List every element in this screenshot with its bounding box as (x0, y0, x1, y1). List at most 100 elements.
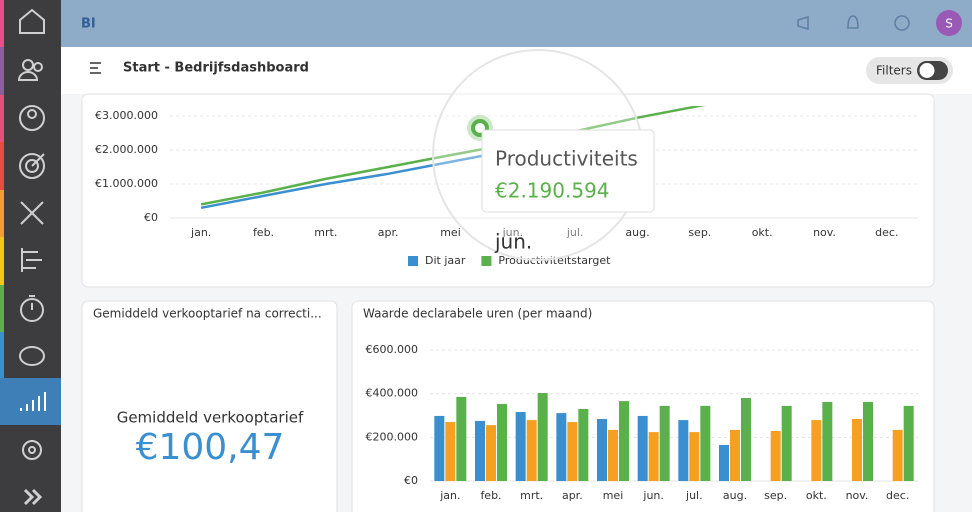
x-tick-label: feb. (480, 489, 501, 502)
users-icon[interactable] (17, 59, 43, 81)
y-tick-label: €400.000 (366, 387, 419, 400)
y-tick-label: €2.000.000 (95, 143, 158, 156)
active-item[interactable] (0, 378, 61, 425)
y-tick-label: €600.000 (366, 343, 419, 356)
toggle-knob (919, 63, 935, 78)
tooltip-title: Productiviteits (495, 147, 638, 171)
chart-icon[interactable] (20, 392, 46, 411)
y-tick-label: €3.000.000 (95, 109, 158, 122)
x-tick-label: mrt. (314, 226, 337, 239)
bar (678, 420, 689, 481)
top-bar (61, 0, 972, 47)
x-tick-label: mei (440, 226, 461, 239)
tooltip-category: jun. (494, 230, 532, 254)
bar (456, 396, 467, 481)
bar (475, 420, 485, 481)
x-tick-label: mei (603, 489, 624, 502)
y-tick-label: €1.000.000 (95, 177, 158, 190)
x-tick-label: nov. (846, 489, 869, 502)
home-icon[interactable] (19, 8, 45, 34)
line (200, 148, 514, 210)
x-tick-label: nov. (813, 226, 836, 239)
bar (770, 431, 781, 481)
bar (659, 405, 670, 481)
bar (497, 403, 507, 481)
bar (637, 415, 648, 481)
bar (567, 422, 578, 481)
y-tick-label: €0 (144, 211, 158, 224)
bar (434, 415, 445, 481)
x-tick-label: aug. (625, 226, 649, 239)
profile-icon[interactable] (19, 105, 45, 131)
settings-icon[interactable] (22, 440, 42, 460)
header (61, 47, 972, 94)
strip (0, 142, 4, 190)
x-tick-label: apr. (378, 226, 399, 239)
x-tick-label: dec. (886, 489, 909, 502)
x-tick-label: jun. (502, 226, 524, 239)
x-tick-label: dec. (875, 226, 898, 239)
bar (619, 401, 629, 481)
bar (537, 393, 548, 481)
y-tick-label: €200.000 (366, 430, 419, 443)
expand-icon[interactable] (23, 488, 43, 506)
x-tick-label: aug. (723, 489, 747, 502)
filters-label: Filters (876, 64, 912, 78)
target-icon[interactable] (19, 153, 45, 179)
tooltip-value: €2.190.594 (495, 179, 610, 203)
tooltip (481, 129, 655, 213)
piggy-icon[interactable] (19, 346, 45, 366)
strip (0, 95, 4, 142)
bar (719, 444, 729, 481)
y-tick-label: €0 (404, 474, 418, 487)
bar (863, 401, 873, 481)
legend-swatch (408, 256, 418, 266)
legend-swatch (481, 256, 492, 266)
kpi-value: €100,47 (136, 427, 285, 468)
bar (700, 405, 711, 481)
x-tick-label: jul. (685, 489, 703, 502)
strip (0, 332, 4, 378)
x-tick-label: jan. (439, 489, 460, 502)
announce-icon[interactable] (797, 15, 809, 31)
strip (0, 237, 4, 285)
legend-label: Dit jaar (425, 254, 466, 267)
bell-icon[interactable] (847, 15, 859, 29)
bar (526, 420, 537, 481)
strip (0, 0, 4, 47)
bar (689, 432, 700, 481)
legend-label: Productiviteitstarget (498, 254, 611, 267)
bar (578, 408, 589, 481)
bar (852, 418, 862, 481)
x-tick-label: sep. (764, 489, 787, 502)
bar (741, 398, 751, 481)
bar (486, 425, 496, 481)
strip (0, 285, 4, 332)
bar (648, 432, 659, 481)
x-tick-label: feb. (253, 226, 274, 239)
x-tick-label: jun. (642, 489, 664, 502)
bar (445, 422, 456, 481)
bar (892, 429, 903, 481)
bar (515, 412, 526, 481)
bar (903, 405, 914, 481)
bar (556, 413, 567, 481)
help-icon[interactable] (894, 15, 910, 31)
avatar[interactable] (936, 10, 962, 36)
x-tick-label: jan. (190, 226, 211, 239)
planning-icon[interactable] (21, 248, 42, 272)
bar (608, 429, 618, 481)
x-tick-label: jul. (566, 226, 584, 239)
page-title: Start - Bedrijfsdashboard (123, 61, 309, 76)
bar (822, 401, 833, 481)
sidebar (0, 0, 61, 512)
bar-title: Waarde declarabele uren (per maand) (363, 307, 592, 321)
tools-icon[interactable] (20, 201, 44, 225)
bar (781, 405, 792, 481)
timer-icon[interactable] (20, 295, 44, 322)
bar (811, 420, 822, 481)
strip (0, 190, 4, 237)
menu-icon[interactable] (90, 62, 101, 74)
x-tick-label: mrt. (520, 489, 543, 502)
